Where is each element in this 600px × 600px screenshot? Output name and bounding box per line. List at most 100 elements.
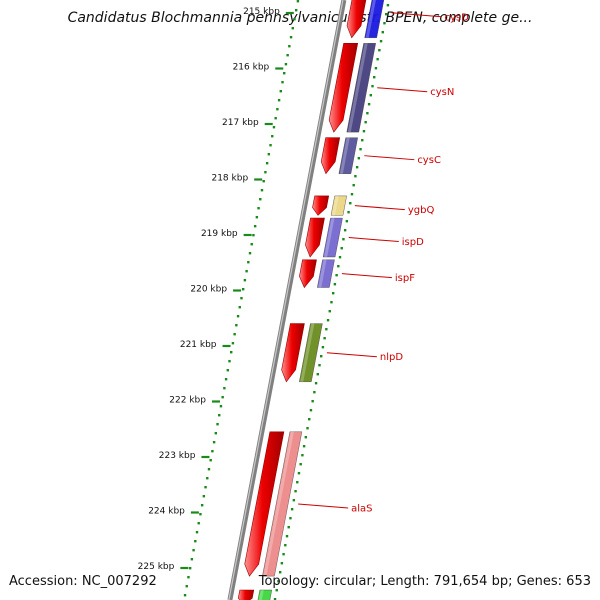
outer-dot — [337, 265, 340, 268]
label-leader — [354, 205, 405, 211]
ruler-dot — [223, 387, 226, 390]
gene-arrow — [237, 589, 255, 600]
outer-dot — [302, 445, 306, 448]
outer-dot — [331, 292, 335, 295]
outer-dot — [342, 238, 345, 241]
outer-dot — [374, 67, 378, 70]
outer-dot — [296, 481, 299, 484]
outer-dot — [379, 40, 383, 43]
accession-text: Accession: NC_007292 — [9, 574, 157, 589]
tick-label: 216 kbp — [233, 63, 270, 73]
outer-dot — [343, 229, 347, 232]
outer-dot — [275, 589, 278, 592]
backbone-highlight — [228, 0, 344, 600]
ruler-dot — [283, 72, 286, 75]
outer-dot — [285, 535, 289, 538]
ruler-dot — [202, 495, 206, 498]
ruler-dot — [293, 18, 296, 21]
outer-dot — [350, 193, 354, 196]
outer-dot — [384, 13, 388, 16]
outer-dot — [278, 571, 282, 574]
kbp-ruler: 215 kbp 216 kbp 217 kbp 218 kbp 219 kbp 220 k… — [138, 0, 390, 600]
outer-dot — [333, 283, 337, 286]
outer-dot — [321, 346, 325, 349]
gene-label-ispD: ispD — [402, 237, 424, 248]
gene-label-ygbQ: ygbQ — [408, 205, 435, 216]
map-title: Candidatus Blochmannia pennsylvanicus st… — [67, 10, 533, 26]
ruler-dot — [230, 351, 233, 354]
outer-dot — [386, 4, 390, 7]
cog-bar — [257, 589, 273, 600]
outer-dot — [340, 247, 343, 250]
cog-highlight — [332, 195, 339, 216]
gene-label-ispF: ispF — [395, 273, 415, 284]
ruler-dot — [296, 0, 300, 3]
label-leader — [377, 87, 428, 93]
cog-highlight — [258, 590, 264, 600]
gene-label-cysD: cysD — [444, 12, 469, 23]
ruler-dot — [188, 567, 192, 570]
outer-dot — [347, 211, 350, 214]
outer-dot — [287, 526, 290, 529]
outer-dot — [354, 175, 357, 178]
ruler-dot — [277, 99, 281, 102]
ruler-dot — [267, 153, 271, 156]
ruler-dot — [204, 486, 207, 489]
outer-dot — [290, 508, 294, 511]
ruler-dot — [238, 306, 241, 309]
ruler-dot — [288, 45, 291, 48]
cog-highlight — [300, 323, 315, 382]
outer-dot — [364, 121, 367, 124]
outer-dot — [313, 391, 316, 394]
gene-arrow — [305, 217, 325, 258]
gene-track — [237, 0, 367, 600]
ruler-dot — [231, 342, 235, 345]
ruler-dot — [247, 261, 250, 264]
outer-dot — [326, 319, 330, 322]
cog-highlight — [347, 43, 368, 133]
ruler-dot — [183, 594, 187, 597]
cog-bar — [317, 259, 335, 288]
ruler-dot — [271, 135, 274, 138]
cog-bar — [346, 43, 376, 133]
gene-label-cysN: cysN — [430, 87, 454, 98]
outer-dot — [311, 400, 314, 403]
gene-label-nlpD: nlpD — [380, 352, 403, 363]
ruler-dot — [281, 81, 284, 84]
outer-dot — [381, 31, 384, 34]
cog-track — [257, 0, 385, 600]
label-leader — [364, 155, 415, 161]
ruler-dot — [243, 279, 247, 282]
ruler-dot — [224, 378, 228, 381]
outer-dot — [367, 103, 371, 106]
outer-dot — [325, 328, 328, 331]
outer-dot — [318, 364, 321, 367]
outer-dot — [349, 202, 352, 205]
ruler-dot — [194, 540, 197, 543]
outer-dot — [323, 337, 326, 340]
cog-bar — [338, 137, 358, 174]
ruler-dot — [236, 315, 240, 318]
tick-label: 219 kbp — [201, 229, 238, 239]
outer-dot — [330, 301, 333, 304]
ruler-dot — [279, 90, 282, 93]
outer-dot — [306, 427, 309, 430]
outer-dot — [309, 409, 313, 412]
cog-highlight — [339, 137, 350, 174]
ruler-dot — [294, 9, 298, 12]
outer-dot — [273, 598, 277, 600]
ruler-dot — [219, 405, 223, 408]
ruler-dot — [221, 396, 224, 399]
outer-dot — [355, 166, 359, 169]
ruler-dot — [214, 432, 218, 435]
ruler-dot — [291, 27, 294, 30]
outer-dot — [280, 562, 284, 565]
outer-dot — [362, 130, 366, 133]
gene-arrow — [281, 323, 305, 383]
outer-dot — [289, 517, 292, 520]
ruler-dot — [252, 234, 255, 237]
ruler-dot — [211, 450, 214, 453]
ruler-dot — [260, 189, 264, 192]
outer-dot — [335, 274, 338, 277]
